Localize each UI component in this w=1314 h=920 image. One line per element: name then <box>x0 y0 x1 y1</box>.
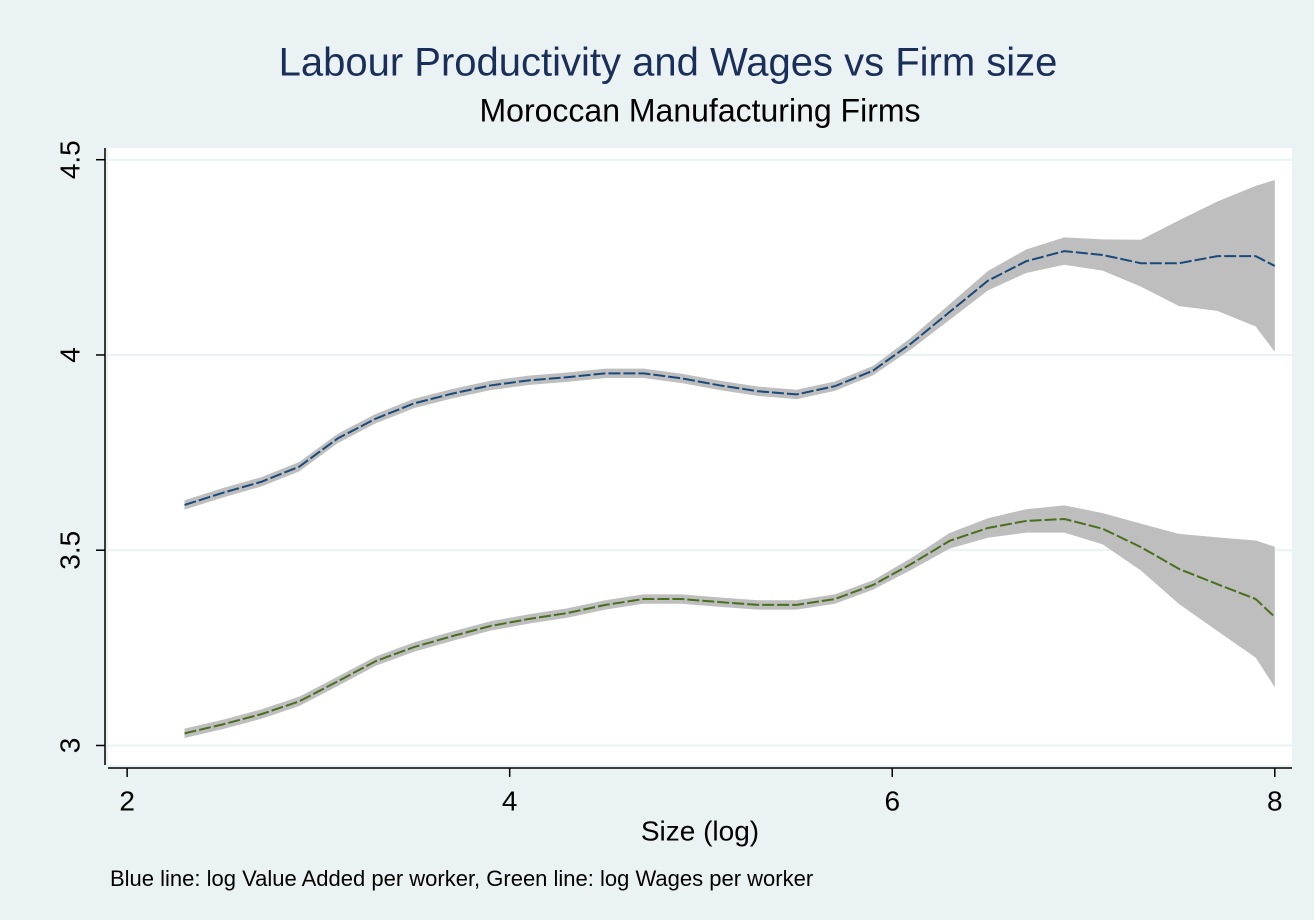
y-tick-label: 3 <box>54 738 85 754</box>
line <box>184 250 1276 506</box>
x-tick-label: 4 <box>502 785 518 816</box>
x-tick-label: 2 <box>119 785 135 816</box>
x-tick-label: 8 <box>1267 785 1283 816</box>
x-axis-label: Size (log) <box>641 815 759 846</box>
line <box>184 517 1276 735</box>
chart-subtitle: Moroccan Manufacturing Firms <box>479 92 920 128</box>
note: Blue line: log Value Added per worker, G… <box>110 866 813 891</box>
x-tick-label: 6 <box>884 785 900 816</box>
y-tick-label: 4.5 <box>54 140 85 179</box>
y-tick-label: 3.5 <box>54 531 85 570</box>
y-tick-label: 4 <box>54 347 85 363</box>
chart-title: Labour Productivity and Wages vs Firm si… <box>279 41 1058 85</box>
